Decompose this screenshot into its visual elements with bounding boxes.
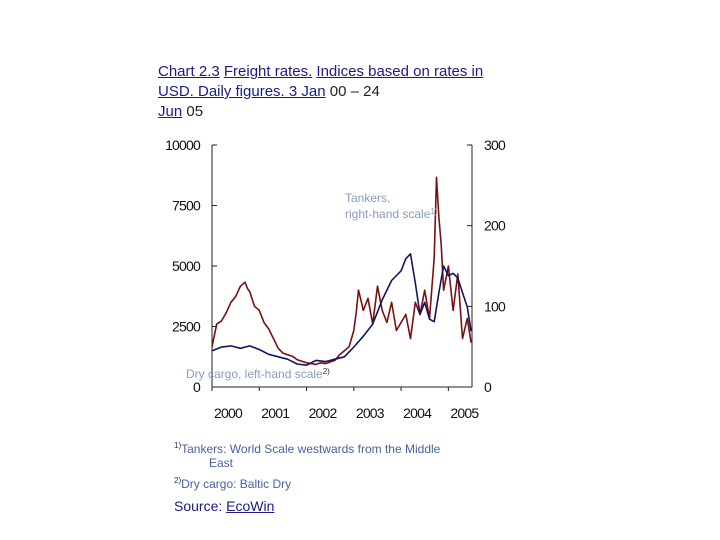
footnote-1: 1)Tankers: World Scale westwards from th… [174,438,440,457]
x-tick-label-1: 2001 [261,405,290,421]
right-tick-label-3: 300 [484,137,506,153]
footnote-2: 2)Dry cargo: Baltic Dry [174,473,291,492]
right-tick-label-1: 100 [484,298,506,314]
x-tick-label-4: 2004 [403,405,432,421]
left-tick-label-4: 10000 [165,137,201,153]
footnote-1-mark: 1) [174,441,182,450]
footnote-2-mark: 2) [174,476,182,485]
dry-cargo-series-label-sup: 2) [323,367,330,376]
left-tick-label-2: 5000 [172,258,201,274]
x-tick-label-5: 2005 [450,405,479,421]
source-name: EcoWin [226,498,275,514]
chart-series [211,176,472,367]
tankers-series-label: Tankers, [345,191,390,205]
title-range-month: Jun [158,103,183,120]
title-chart-number: Chart 2.3 [158,63,220,80]
right-tick-label-0: 0 [484,379,492,395]
title-range-start: 00 – 24 [329,83,380,100]
title-description: Indices based on rates in USD. Daily fig… [158,63,484,100]
x-tick-label-2: 2002 [309,405,338,421]
title-subject: Freight rates. [223,63,313,80]
right-tick-label-2: 200 [484,218,506,234]
source-label: Source: [174,498,223,514]
tankers-series-label-sup: 1) [430,207,437,216]
left-tick-label-1: 2500 [172,319,201,335]
dry-cargo-series-label: Dry cargo, left-hand scale2) [186,367,330,381]
tankers-series-line [211,176,472,366]
left-tick-label-0: 0 [193,379,201,395]
source-line: Source: EcoWin [174,498,274,514]
footnote-2-text: Dry cargo: Baltic Dry [181,477,292,491]
footnote-1-text: Tankers: World Scale westwards from the … [181,442,441,456]
footnote-1-continued: East [209,456,234,470]
x-tick-label-3: 2003 [356,405,385,421]
chart-labels: 0 2500 5000 7500 10000 0 100 200 300 2000 2001 2002… [165,137,507,421]
chart-title: Chart 2.3 Freight rates. Indices based o… [158,62,498,122]
tankers-series-label-scale: right-hand scale1) [345,207,438,221]
left-tick-label-3: 7500 [172,198,201,214]
dry-cargo-series-line [211,253,472,367]
x-tick-label-0: 2000 [214,405,243,421]
title-range-end: 05 [186,103,204,120]
